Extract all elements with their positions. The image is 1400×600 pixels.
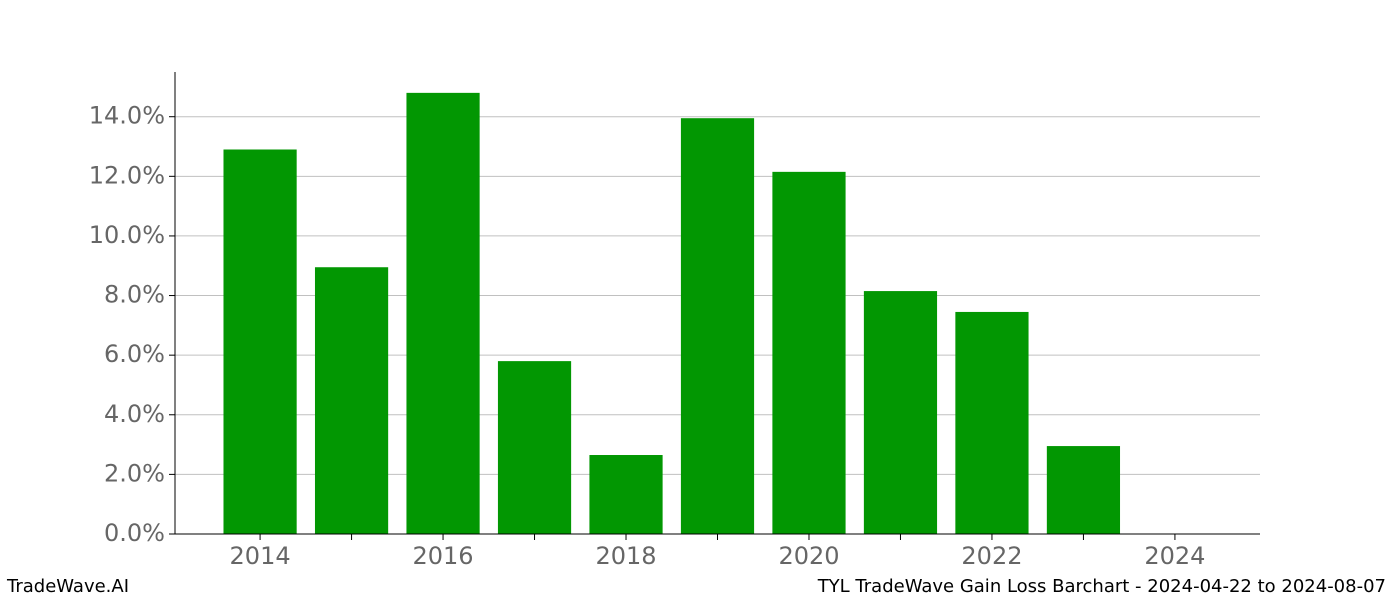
y-tick-label: 12.0%: [89, 161, 165, 189]
y-tick-label: 6.0%: [104, 340, 165, 368]
footer-right: TYL TradeWave Gain Loss Barchart - 2024-…: [817, 576, 1386, 597]
x-tick-label: 2018: [595, 542, 656, 570]
footer-left: TradeWave.AI: [6, 576, 129, 597]
y-tick-label: 14.0%: [89, 102, 165, 130]
y-tick-label: 8.0%: [104, 281, 165, 309]
bar: [314, 267, 389, 534]
y-tick-label: 2.0%: [104, 459, 165, 487]
x-tick-label: 2020: [778, 542, 839, 570]
bar: [680, 118, 755, 534]
x-tick-label: 2022: [961, 542, 1022, 570]
bar: [1046, 446, 1121, 534]
bar: [772, 171, 846, 534]
x-tick-label: 2014: [230, 542, 291, 570]
bar: [955, 311, 1029, 534]
x-tick-label: 2016: [413, 542, 474, 570]
bar: [223, 149, 297, 535]
bar: [589, 455, 663, 534]
y-tick-label: 0.0%: [104, 519, 165, 547]
bar: [497, 361, 572, 534]
y-tick-label: 4.0%: [104, 400, 165, 428]
bar: [406, 92, 480, 535]
y-tick-label: 10.0%: [89, 221, 165, 249]
x-tick-label: 2024: [1144, 542, 1205, 570]
bar: [863, 291, 938, 534]
